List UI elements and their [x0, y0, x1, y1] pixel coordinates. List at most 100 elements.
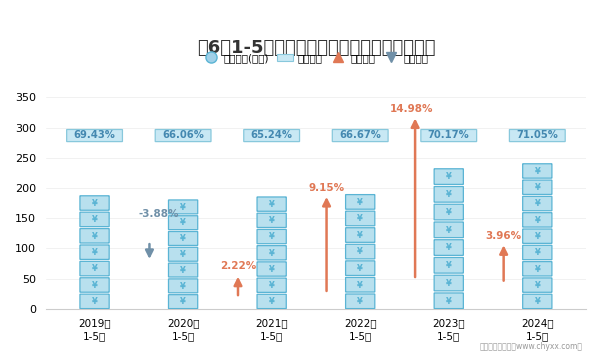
FancyBboxPatch shape [346, 195, 375, 209]
FancyBboxPatch shape [434, 169, 463, 184]
Text: 9.15%: 9.15% [308, 183, 344, 193]
Text: ¥: ¥ [92, 215, 97, 224]
Text: ¥: ¥ [269, 248, 275, 257]
FancyBboxPatch shape [80, 278, 109, 292]
Text: -3.88%: -3.88% [138, 209, 178, 220]
Text: ¥: ¥ [446, 226, 451, 235]
Text: ¥: ¥ [358, 281, 363, 289]
Text: ¥: ¥ [534, 216, 540, 225]
FancyBboxPatch shape [244, 130, 299, 142]
Text: ¥: ¥ [358, 247, 363, 256]
Text: ¥: ¥ [180, 250, 186, 259]
FancyBboxPatch shape [168, 247, 198, 261]
Text: ¥: ¥ [180, 266, 186, 275]
FancyBboxPatch shape [332, 130, 388, 142]
FancyBboxPatch shape [168, 295, 198, 309]
Text: ¥: ¥ [92, 265, 97, 273]
Text: 71.05%: 71.05% [516, 130, 558, 140]
FancyBboxPatch shape [346, 277, 375, 292]
FancyBboxPatch shape [257, 229, 286, 244]
Text: 65.24%: 65.24% [251, 130, 293, 140]
FancyBboxPatch shape [257, 213, 286, 227]
Text: ¥: ¥ [269, 281, 275, 290]
Text: ¥: ¥ [534, 167, 540, 176]
FancyBboxPatch shape [346, 211, 375, 226]
FancyBboxPatch shape [257, 262, 286, 276]
Text: ¥: ¥ [534, 297, 540, 306]
FancyBboxPatch shape [434, 293, 463, 309]
Text: ¥: ¥ [358, 198, 363, 207]
FancyBboxPatch shape [80, 212, 109, 227]
FancyBboxPatch shape [80, 294, 109, 309]
Title: 近6年1-5月大连市累计原保险保费收入统计图: 近6年1-5月大连市累计原保险保费收入统计图 [197, 38, 435, 57]
Text: ¥: ¥ [534, 248, 540, 257]
Text: ¥: ¥ [269, 297, 275, 306]
Text: ¥: ¥ [180, 282, 186, 290]
Text: ¥: ¥ [92, 281, 97, 290]
Text: ¥: ¥ [358, 297, 363, 306]
Text: ¥: ¥ [446, 208, 451, 217]
FancyBboxPatch shape [523, 294, 552, 309]
Text: ¥: ¥ [180, 297, 186, 307]
Text: ¥: ¥ [92, 248, 97, 257]
Text: ¥: ¥ [269, 216, 275, 225]
FancyBboxPatch shape [434, 257, 463, 273]
FancyBboxPatch shape [168, 216, 198, 230]
Text: ¥: ¥ [92, 232, 97, 241]
FancyBboxPatch shape [434, 240, 463, 255]
Text: ¥: ¥ [180, 219, 186, 227]
Text: ¥: ¥ [446, 244, 451, 252]
FancyBboxPatch shape [510, 130, 565, 142]
Text: 2.22%: 2.22% [220, 261, 256, 271]
FancyBboxPatch shape [434, 187, 463, 202]
Text: 14.98%: 14.98% [390, 104, 433, 114]
Text: ¥: ¥ [534, 265, 540, 273]
FancyBboxPatch shape [523, 213, 552, 227]
FancyBboxPatch shape [346, 244, 375, 259]
FancyBboxPatch shape [80, 229, 109, 243]
Text: ¥: ¥ [446, 279, 451, 288]
Text: ¥: ¥ [180, 203, 186, 212]
FancyBboxPatch shape [434, 204, 463, 220]
Text: 制图：智研咨询（www.chyxx.com）: 制图：智研咨询（www.chyxx.com） [480, 342, 583, 351]
Text: ¥: ¥ [358, 264, 363, 273]
FancyBboxPatch shape [523, 229, 552, 244]
FancyBboxPatch shape [155, 130, 211, 142]
FancyBboxPatch shape [80, 245, 109, 260]
Text: ¥: ¥ [534, 281, 540, 290]
Text: ¥: ¥ [92, 297, 97, 306]
Text: ¥: ¥ [269, 232, 275, 241]
FancyBboxPatch shape [346, 261, 375, 276]
FancyBboxPatch shape [80, 261, 109, 276]
Text: 70.17%: 70.17% [428, 130, 469, 140]
FancyBboxPatch shape [434, 275, 463, 291]
Text: ¥: ¥ [92, 199, 97, 208]
Text: ¥: ¥ [534, 183, 540, 192]
Text: ¥: ¥ [446, 261, 451, 270]
Text: 3.96%: 3.96% [486, 231, 522, 241]
FancyBboxPatch shape [346, 228, 375, 242]
FancyBboxPatch shape [168, 200, 198, 214]
FancyBboxPatch shape [168, 279, 198, 293]
Text: ¥: ¥ [180, 234, 186, 243]
FancyBboxPatch shape [523, 180, 552, 194]
FancyBboxPatch shape [523, 278, 552, 292]
Text: ¥: ¥ [534, 199, 540, 208]
FancyBboxPatch shape [523, 245, 552, 260]
Text: ¥: ¥ [269, 200, 275, 209]
FancyBboxPatch shape [346, 294, 375, 309]
FancyBboxPatch shape [421, 130, 477, 142]
Text: ¥: ¥ [446, 297, 451, 305]
FancyBboxPatch shape [523, 197, 552, 211]
Text: 66.67%: 66.67% [339, 130, 381, 140]
FancyBboxPatch shape [257, 197, 286, 211]
FancyBboxPatch shape [523, 262, 552, 276]
Text: ¥: ¥ [446, 172, 451, 182]
FancyBboxPatch shape [80, 196, 109, 210]
FancyBboxPatch shape [67, 130, 123, 142]
Text: 69.43%: 69.43% [73, 130, 115, 140]
FancyBboxPatch shape [168, 231, 198, 245]
FancyBboxPatch shape [257, 294, 286, 309]
FancyBboxPatch shape [168, 263, 198, 277]
FancyBboxPatch shape [257, 246, 286, 260]
